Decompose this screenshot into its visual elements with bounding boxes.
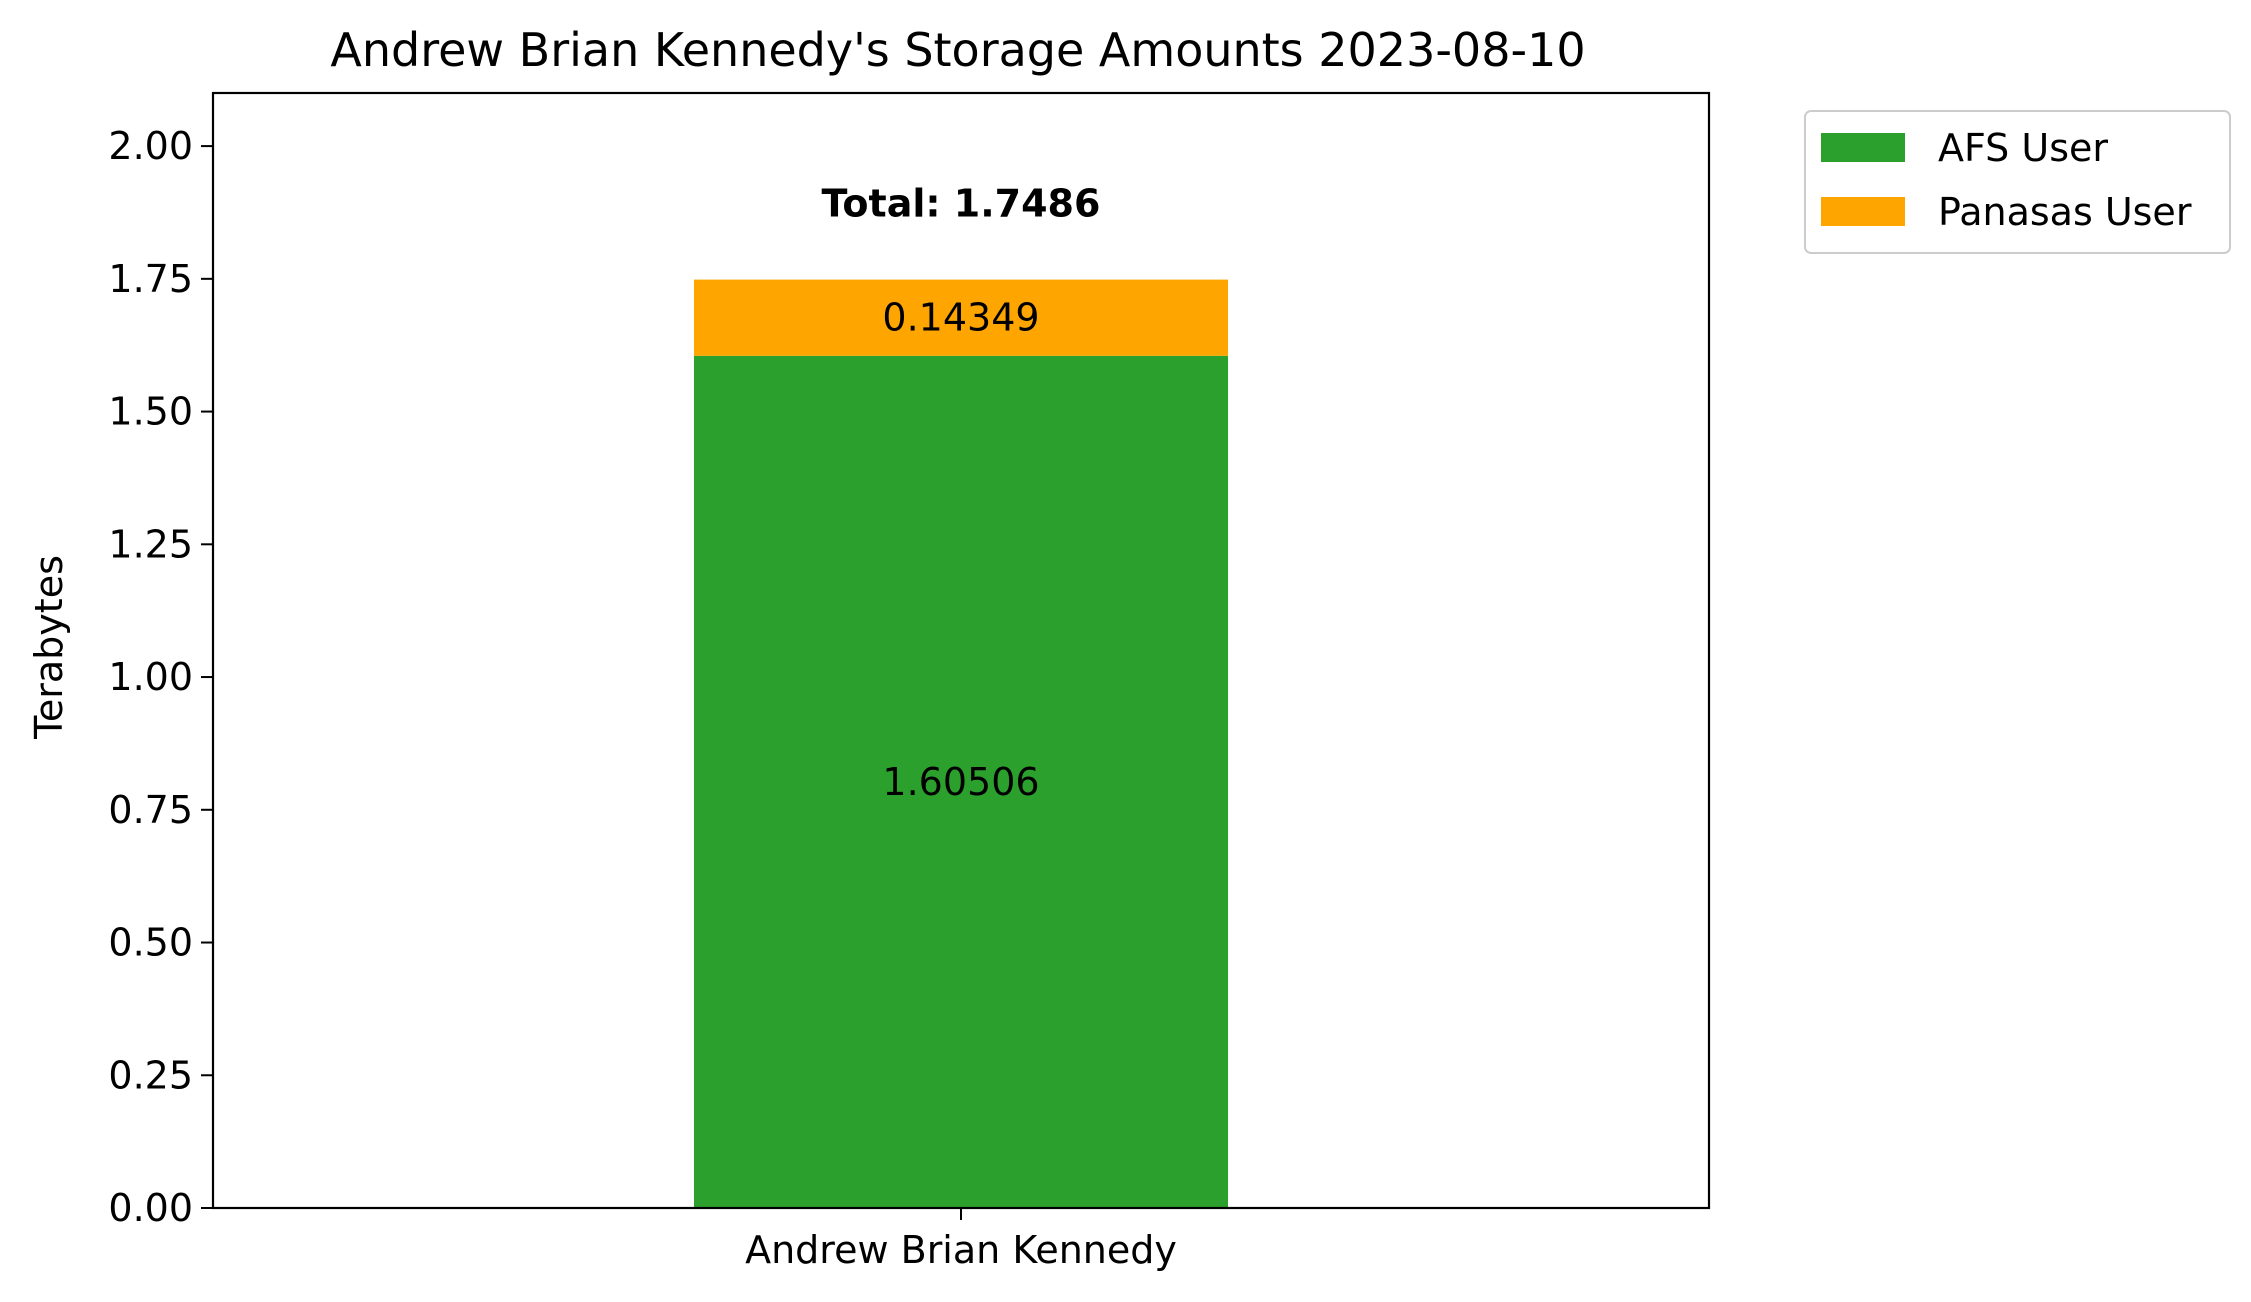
legend-swatch-afs-user — [1821, 133, 1905, 162]
y-tick-label: 1.75 — [108, 257, 193, 301]
segment-value-label: 0.14349 — [882, 296, 1039, 340]
bar-segment-panasas-user — [693, 279, 1229, 356]
plot-area: 1.60506 0.14349 Total: 1.7486 Andrew Brian … — [108, 91, 1711, 1272]
y-tick-label: 1.00 — [108, 655, 193, 699]
axes-frame — [211, 91, 1711, 1210]
y-axis-label: Terabytes — [27, 555, 71, 740]
y-tick-label: 1.25 — [108, 522, 193, 566]
y-tick-label: 1.50 — [108, 390, 193, 434]
y-tick-label: 0.75 — [108, 788, 193, 832]
y-tick-label: 0.50 — [108, 921, 193, 965]
chart-title: Andrew Brian Kennedy's Storage Amounts 2… — [330, 23, 1585, 77]
y-tick-label: 0.25 — [108, 1053, 193, 1097]
legend-label: AFS User — [1938, 126, 2108, 170]
legend-box — [1804, 110, 2231, 254]
y-tick-label: 2.00 — [108, 124, 193, 168]
legend-label: Panasas User — [1938, 190, 2192, 234]
legend: AFS User Panasas User — [1804, 110, 2231, 254]
legend-swatch-panasas-user — [1821, 197, 1905, 226]
y-tick-label: 0.00 — [108, 1186, 193, 1230]
total-label: Total: 1.7486 — [822, 182, 1101, 226]
segment-value-label: 1.60506 — [882, 760, 1039, 804]
bar-segment-afs-user — [693, 355, 1229, 1209]
x-tick-label: Andrew Brian Kennedy — [745, 1228, 1177, 1272]
